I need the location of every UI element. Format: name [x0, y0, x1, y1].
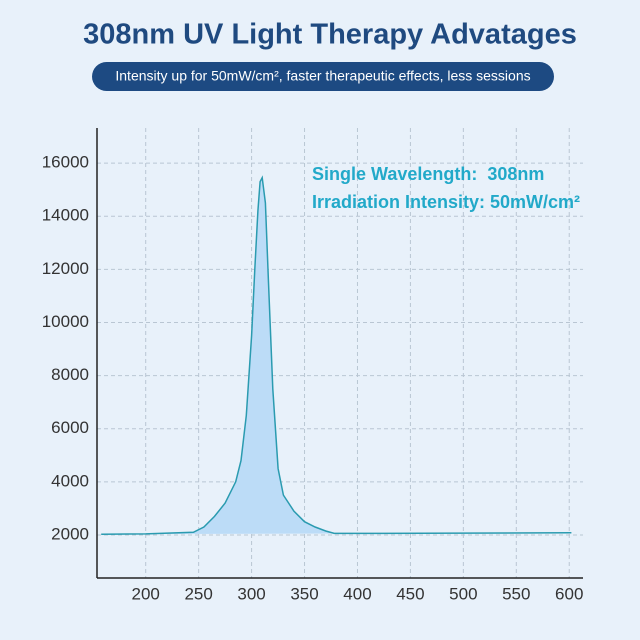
y-tick-label: 14000 [42, 206, 89, 225]
x-tick-label: 400 [343, 584, 371, 603]
x-tick-label: 500 [449, 584, 477, 603]
y-tick-label: 10000 [42, 312, 89, 331]
y-tick-label: 16000 [42, 153, 89, 172]
y-tick-label: 4000 [51, 471, 89, 490]
subtitle-pill [92, 62, 554, 91]
y-tick-label: 6000 [51, 418, 89, 437]
area-fill [101, 177, 572, 535]
x-tick-label: 300 [237, 584, 265, 603]
x-tick-label: 250 [184, 584, 212, 603]
subtitle: Intensity up for 50mW/cm², faster therap… [115, 68, 530, 84]
y-tick-label: 12000 [42, 259, 89, 278]
x-tick-label: 550 [502, 584, 530, 603]
line [101, 175, 572, 535]
x-tick-label: 350 [290, 584, 318, 603]
y-tick-label: 2000 [51, 524, 89, 543]
x-tick-label: 600 [555, 584, 583, 603]
plot-area: 2000 4000 6000 8000 10000 12000 14000 16000 200 2… [42, 128, 583, 603]
y-tick-label: 8000 [51, 365, 89, 384]
annotation: Single Wavelength: 308nm [312, 164, 544, 184]
chart-title: 308nm UV Light Therapy Advatages [83, 19, 577, 51]
x-tick-label: 450 [396, 584, 424, 603]
x-tick-label: 200 [132, 584, 160, 603]
annotation: Irradiation Intensity: 50mW/cm² [312, 192, 580, 212]
